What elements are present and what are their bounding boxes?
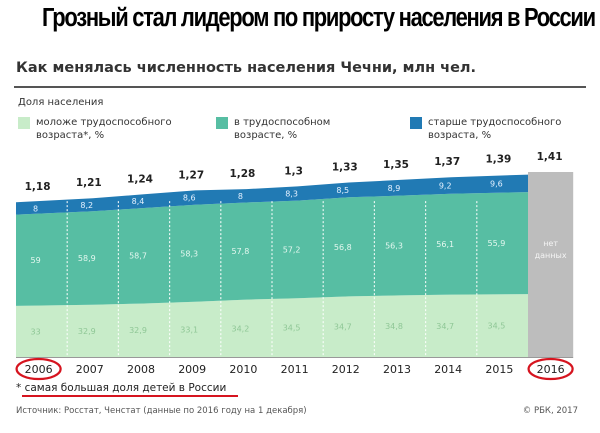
data-label-young: 34,5 (487, 322, 505, 331)
data-label-old: 8,6 (183, 194, 196, 203)
data-label-young: 33 (31, 327, 41, 336)
legend-swatch-working (216, 117, 228, 129)
highlight-circle (15, 357, 62, 381)
data-label-working: 56,1 (436, 240, 454, 249)
x-tick-label: 2013 (383, 363, 411, 376)
total-label: 1,35 (383, 159, 409, 171)
data-label-old: 9,2 (439, 182, 452, 191)
total-label: 1,28 (229, 168, 255, 180)
legend-label-working: в трудоспособном возрасте, % (234, 117, 331, 141)
chart-title: Как менялась численность населения Чечни… (16, 60, 477, 76)
highlight-circle (527, 357, 574, 381)
x-tick-label: 2008 (127, 363, 155, 376)
data-label-working: 58,3 (180, 249, 198, 258)
total-label: 1,18 (25, 181, 51, 193)
legend-item-working: в трудоспособном возрасте, % (216, 116, 374, 142)
data-label-working: 55,9 (487, 239, 505, 248)
data-label-old: 8 (238, 192, 243, 201)
legend-label-old: старше трудоспособного возраста, % (428, 117, 562, 141)
data-label-young: 34,7 (334, 323, 352, 332)
data-label-young: 34,2 (231, 324, 249, 333)
footnote-underline (22, 395, 238, 397)
x-tick-label: 2007 (76, 363, 104, 376)
total-label: 1,37 (434, 156, 460, 168)
x-tick-label: 2014 (434, 363, 462, 376)
legend-item-old: старше трудоспособного возраста, % (410, 116, 568, 142)
data-label-old: 8,2 (80, 201, 93, 210)
legend-item-young: моложе трудоспособного возраста*, % (18, 116, 176, 142)
x-tick-label: 2009 (178, 363, 206, 376)
total-label: 1,41 (537, 151, 563, 163)
area-working (16, 192, 528, 306)
data-label-working: 57,8 (231, 247, 249, 256)
data-label-working: 56,8 (334, 243, 352, 252)
total-label: 1,27 (178, 169, 204, 181)
x-tick-label: 2011 (281, 363, 309, 376)
total-label: 1,3 (284, 165, 303, 177)
data-label-working: 58,7 (129, 252, 147, 261)
x-tick-label: 2012 (332, 363, 360, 376)
data-label-working: 56,3 (385, 241, 403, 250)
nodata-column (528, 172, 574, 357)
total-label: 1,24 (127, 173, 153, 185)
total-label: 1,21 (76, 177, 102, 189)
data-label-old: 8,5 (336, 186, 349, 195)
data-label-old: 8,3 (285, 190, 298, 199)
x-tick-label: 2016 (537, 363, 565, 376)
data-label-young: 34,7 (436, 322, 454, 331)
source-note: Источник: Росстат, Ченстат (данные по 20… (16, 406, 307, 416)
headline: Грозный стал лидером по приросту населен… (42, 4, 596, 32)
legend-heading: Доля населения (18, 97, 104, 108)
total-label: 1,39 (485, 154, 511, 166)
area-old (16, 174, 528, 215)
data-label-young: 34,8 (385, 322, 403, 331)
data-label-old: 9,6 (490, 179, 503, 188)
legend-swatch-old (410, 117, 422, 129)
data-label-young: 34,5 (283, 324, 301, 333)
nodata-label-1: нет (543, 239, 558, 248)
data-label-young: 32,9 (78, 327, 96, 336)
data-label-working: 59 (31, 256, 41, 265)
legend-swatch-young (18, 117, 30, 129)
x-tick-label: 2015 (485, 363, 513, 376)
data-label-old: 8 (33, 204, 38, 213)
data-label-young: 33,1 (180, 325, 198, 334)
data-label-old: 8,4 (132, 197, 145, 206)
x-tick-label: 2010 (229, 363, 257, 376)
data-label-young: 32,9 (129, 326, 147, 335)
nodata-label-2: данных (535, 251, 567, 260)
x-tick-label: 2006 (25, 363, 53, 376)
data-label-working: 57,2 (283, 245, 301, 254)
title-divider (14, 86, 586, 88)
total-label: 1,33 (332, 161, 358, 173)
footnote: * самая большая доля детей в России (16, 382, 227, 394)
data-label-working: 58,9 (78, 254, 96, 263)
copyright: © РБК, 2017 (522, 406, 578, 416)
legend-label-young: моложе трудоспособного возраста*, % (36, 117, 172, 141)
data-label-old: 8,9 (388, 184, 401, 193)
